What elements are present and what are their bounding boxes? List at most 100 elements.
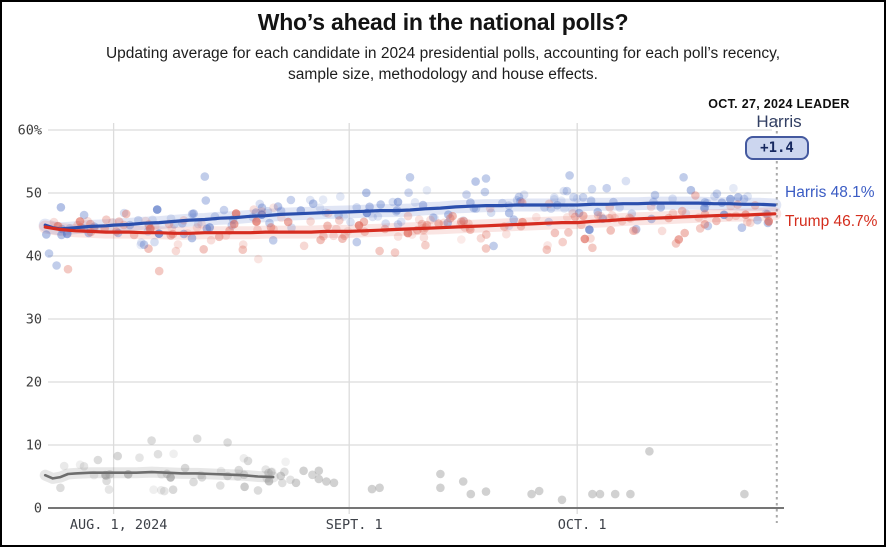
trump-poll-dot-outlier	[154, 266, 164, 276]
harris-poll-dot	[315, 203, 325, 212]
kennedy-poll-dot	[286, 475, 295, 485]
harris-poll-dot	[187, 233, 197, 243]
harris-poll-dot	[444, 210, 453, 219]
trump-poll-dot	[102, 215, 111, 224]
y-tick-label-30: 30	[26, 312, 42, 328]
kennedy-poll-dot	[216, 481, 225, 490]
kennedy-poll-dot	[557, 495, 567, 505]
kennedy-poll-dot	[645, 447, 654, 456]
trump-poll-dot	[238, 240, 248, 249]
harris-poll-dot-outlier	[200, 172, 210, 181]
kennedy-poll-dot	[113, 451, 122, 461]
y-tick-label-60: 60%	[18, 123, 42, 139]
harris-poll-dot	[205, 223, 214, 232]
harris-poll-dot	[512, 195, 522, 205]
trump-poll-dot	[354, 221, 364, 230]
kennedy-poll-dot	[166, 473, 175, 482]
kennedy-poll-dot	[180, 463, 190, 473]
harris-poll-dot-outlier	[52, 261, 61, 270]
harris-poll-dot	[559, 186, 569, 196]
trump-poll-dot	[668, 209, 678, 218]
kennedy-poll-dot	[610, 489, 620, 499]
trump-poll-dot-outlier	[63, 264, 73, 274]
trump-poll-dot	[568, 209, 578, 218]
kennedy-poll-dot	[308, 470, 317, 480]
harris-poll-dot	[263, 206, 273, 216]
harris-poll-dot	[308, 199, 318, 208]
harris-poll-dot	[376, 200, 386, 209]
harris-trend-line	[43, 201, 777, 231]
harris-poll-dot	[703, 221, 713, 231]
trump-poll-dot-outlier	[542, 245, 552, 254]
chart-subtitle-line2: sample size, methodology and house effec…	[288, 66, 598, 83]
trump-poll-dot	[743, 217, 752, 227]
harris-poll-dot	[550, 193, 559, 202]
harris-poll-dot	[318, 195, 328, 204]
harris-poll-dot	[79, 210, 89, 220]
trump-poll-dot	[121, 209, 131, 219]
kennedy-poll-dot	[436, 483, 445, 493]
trump-poll-dot	[75, 217, 85, 226]
kennedy-poll-dot	[329, 478, 339, 488]
kennedy-poll-dot	[168, 485, 178, 495]
trump-poll-dot	[580, 234, 590, 244]
trump-poll-dot	[629, 226, 638, 235]
harris-poll-dot	[352, 203, 362, 212]
harris-poll-dot	[480, 187, 490, 197]
kennedy-poll-dot	[196, 470, 206, 480]
harris-poll-dot	[458, 216, 468, 225]
harris-poll-dot	[567, 206, 577, 215]
kennedy-poll-dot	[189, 477, 198, 487]
trump-poll-dot	[579, 211, 588, 221]
trump-poll-dot	[266, 223, 276, 232]
trump-poll-dot	[419, 233, 429, 242]
chart-subtitle: Updating average for each candidate in 2…	[2, 43, 884, 85]
harris-poll-dot	[486, 208, 496, 217]
trump-poll-dot	[448, 211, 457, 221]
trump-poll-dot	[746, 218, 755, 228]
trump-poll-dot	[421, 240, 430, 250]
trump-poll-dot	[570, 212, 580, 222]
trump-poll-dot	[593, 210, 603, 220]
kennedy-poll-dot	[375, 483, 384, 493]
kennedy-poll-dot	[239, 454, 249, 463]
trump-poll-dot	[657, 226, 667, 236]
kennedy-poll-dot-outlier	[223, 438, 232, 447]
kennedy-poll-dot	[278, 478, 287, 488]
harris-poll-dot	[753, 215, 762, 225]
kennedy-poll-dot	[527, 489, 536, 499]
kennedy-poll-dot	[314, 466, 324, 476]
harris-poll-dot	[574, 208, 584, 218]
x-tick-label: AUG. 1, 2024	[70, 517, 168, 533]
harris-poll-dot	[585, 225, 594, 234]
y-tick-label-40: 40	[26, 249, 42, 265]
harris-poll-dot	[255, 199, 265, 209]
trump-poll-dot	[252, 217, 261, 226]
trump-poll-dot	[414, 215, 424, 224]
harris-poll-dot	[729, 183, 738, 193]
trump-poll-dot	[171, 246, 181, 256]
kennedy-poll-dot	[280, 467, 289, 477]
harris-poll-dot	[136, 240, 145, 250]
harris-poll-dot	[726, 194, 735, 204]
trump-poll-dot	[390, 248, 400, 257]
trump-poll-dot	[231, 209, 241, 218]
trump-poll-dot-outlier	[588, 243, 597, 253]
harris-poll-dot	[305, 195, 315, 205]
trump-poll-dot	[206, 235, 216, 245]
harris-poll-dot	[562, 186, 572, 196]
harris-poll-dot	[733, 193, 743, 202]
trump-poll-dot	[700, 220, 710, 229]
trump-poll-dot	[257, 207, 267, 216]
trump-poll-dot	[606, 226, 615, 235]
trump-poll-dot	[677, 206, 687, 216]
kennedy-poll-dot	[436, 469, 445, 479]
harris-poll-dot	[631, 224, 641, 234]
kennedy-poll-dot	[458, 477, 468, 486]
harris-poll-dot	[362, 188, 371, 198]
trump-poll-dot	[173, 240, 183, 249]
trump-poll-dot	[144, 244, 153, 253]
trump-poll-dot	[214, 232, 224, 242]
y-tick-label-10: 10	[26, 438, 42, 454]
